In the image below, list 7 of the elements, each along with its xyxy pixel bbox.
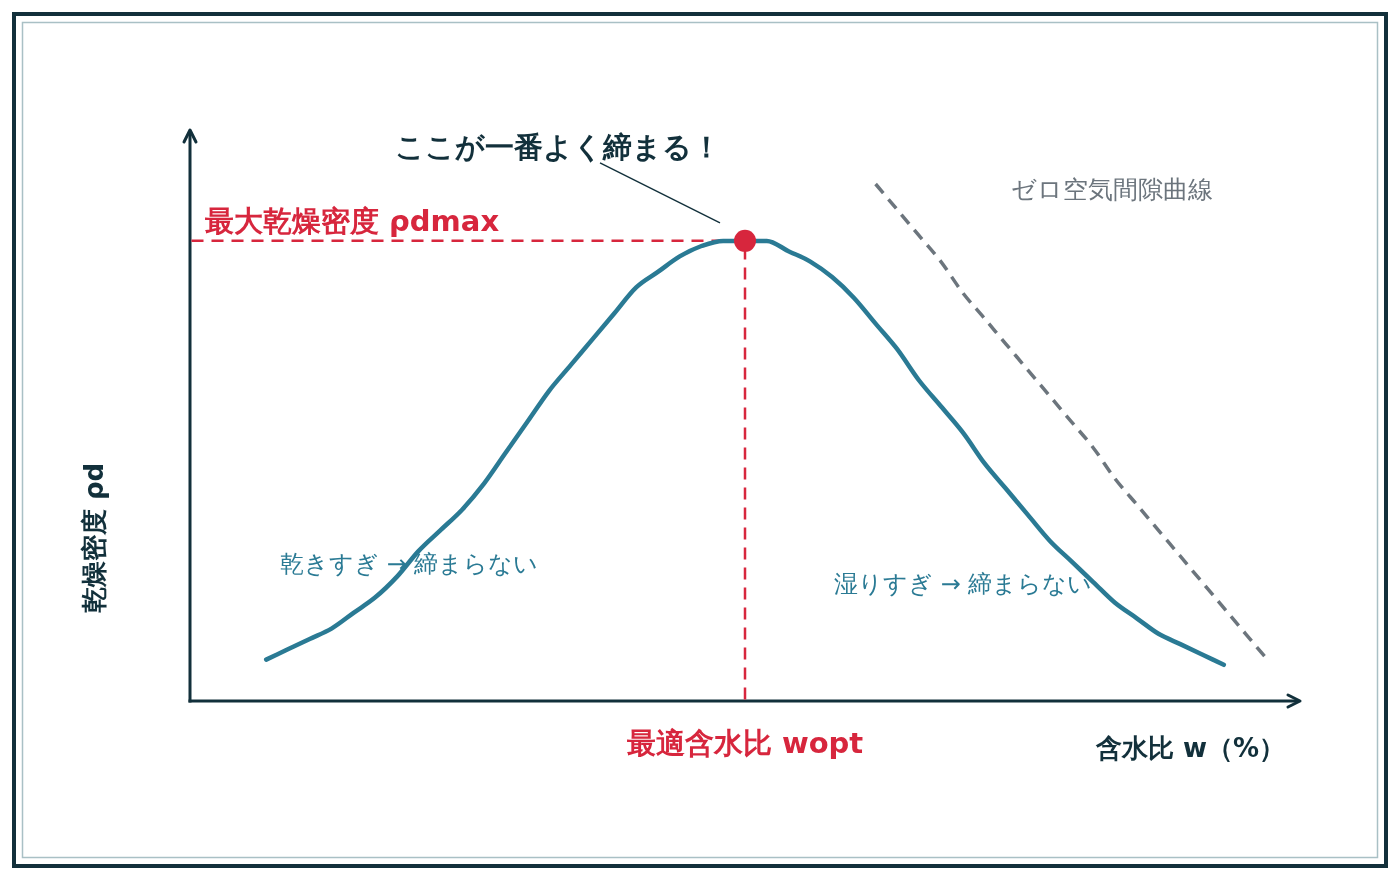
annotation: 湿りすぎ → 締まらない	[834, 570, 1093, 598]
y-axis-title: 乾燥密度 ρd	[79, 462, 109, 614]
ref-line-label: 最大乾燥密度 ρdmax	[205, 203, 500, 238]
series-label: ゼロ空気間隙曲線	[1010, 175, 1213, 204]
annotation: 最適含水比 wopt	[626, 726, 864, 760]
annotation: ここが一番よく締まる！	[395, 129, 721, 164]
x-axis-title: 含水比 w（%）	[1095, 733, 1285, 763]
